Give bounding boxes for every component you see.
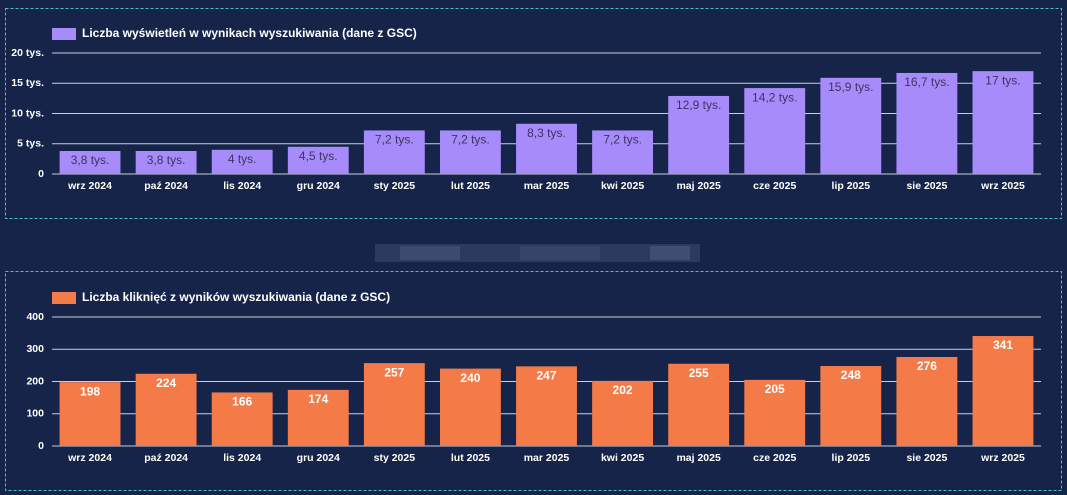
x-tick-label: cze 2025 <box>753 180 796 192</box>
blurred-element <box>375 244 700 262</box>
x-tick-label: wrz 2025 <box>980 180 1025 192</box>
data-label: 14,2 tys. <box>752 90 797 104</box>
bar <box>211 392 273 446</box>
bar <box>744 88 806 174</box>
bar <box>896 356 958 446</box>
legend-label: Liczba wyświetleń w wynikach wyszukiwani… <box>82 26 417 40</box>
y-tick-label: 0 <box>38 168 44 180</box>
data-label: 255 <box>689 366 709 380</box>
y-tick-label: 10 tys. <box>11 107 44 119</box>
data-label: 341 <box>993 338 1013 352</box>
y-tick-label: 0 <box>38 440 44 452</box>
x-tick-label: wrz 2024 <box>67 180 112 192</box>
data-label: 12,9 tys. <box>676 98 721 112</box>
data-label: 7,2 tys. <box>603 133 642 147</box>
bar <box>439 368 501 446</box>
y-tick-label: 15 tys. <box>11 77 44 89</box>
x-tick-label: sty 2025 <box>374 180 416 192</box>
x-tick-label: mar 2025 <box>524 180 570 192</box>
data-label: 8,3 tys. <box>527 126 566 140</box>
data-label: 15,9 tys. <box>828 80 873 94</box>
legend-label: Liczba kliknięć z wyników wyszukiwania (… <box>82 290 390 304</box>
bar <box>59 382 121 446</box>
x-tick-label: paź 2024 <box>144 452 188 464</box>
data-label: 16,7 tys. <box>904 75 949 89</box>
data-label: 202 <box>613 383 633 397</box>
x-tick-label: paź 2024 <box>144 180 188 192</box>
x-tick-label: lip 2025 <box>832 180 871 192</box>
x-tick-label: mar 2025 <box>524 452 570 464</box>
data-label: 247 <box>536 369 556 383</box>
data-label: 17 tys. <box>985 73 1020 87</box>
data-label: 240 <box>460 371 480 385</box>
x-tick-label: lis 2024 <box>223 452 261 464</box>
data-label: 3,8 tys. <box>147 153 186 167</box>
y-tick-label: 300 <box>26 343 44 355</box>
x-tick-label: gru 2024 <box>297 180 340 192</box>
x-tick-label: gru 2024 <box>297 452 340 464</box>
bar <box>668 95 730 174</box>
y-tick-label: 5 tys. <box>17 138 44 150</box>
bar <box>363 130 425 174</box>
bar <box>972 71 1034 174</box>
y-tick-label: 200 <box>26 375 44 387</box>
data-label: 205 <box>765 382 785 396</box>
x-tick-label: wrz 2025 <box>980 452 1025 464</box>
bar <box>896 72 958 174</box>
x-tick-label: wrz 2024 <box>67 452 112 464</box>
x-tick-label: maj 2025 <box>676 180 721 192</box>
bar <box>439 130 501 174</box>
data-label: 198 <box>80 384 100 398</box>
x-tick-label: kwi 2025 <box>601 452 644 464</box>
panel-border <box>5 8 1062 219</box>
legend-swatch <box>52 28 76 40</box>
bar <box>972 336 1034 446</box>
data-label: 166 <box>232 395 252 409</box>
y-tick-label: 400 <box>26 311 44 323</box>
data-label: 257 <box>384 365 404 379</box>
x-tick-label: lut 2025 <box>451 180 490 192</box>
data-label: 248 <box>841 368 861 382</box>
bar <box>592 130 654 174</box>
panel-border <box>5 271 1062 491</box>
bar <box>135 373 197 446</box>
x-tick-label: lip 2025 <box>832 452 871 464</box>
bar <box>287 389 349 446</box>
bar <box>744 379 806 446</box>
x-tick-label: lis 2024 <box>223 180 261 192</box>
bar <box>516 123 577 174</box>
y-tick-label: 20 tys. <box>11 47 44 59</box>
data-label: 7,2 tys. <box>375 133 414 147</box>
bar <box>668 363 730 446</box>
bar <box>516 366 577 446</box>
bar <box>211 149 273 174</box>
bar <box>135 151 197 174</box>
data-label: 7,2 tys. <box>451 133 490 147</box>
x-tick-label: maj 2025 <box>676 452 721 464</box>
x-tick-label: cze 2025 <box>753 452 796 464</box>
bar <box>820 366 882 446</box>
data-label: 4,5 tys. <box>299 149 338 163</box>
data-label: 4 tys. <box>228 152 257 166</box>
x-tick-label: lut 2025 <box>451 452 490 464</box>
bar <box>287 146 349 174</box>
bar <box>592 380 654 446</box>
data-label: 224 <box>156 376 176 390</box>
data-label: 3,8 tys. <box>71 153 110 167</box>
x-tick-label: sty 2025 <box>374 452 416 464</box>
bar <box>820 77 882 174</box>
legend-swatch <box>52 292 76 304</box>
x-tick-label: kwi 2025 <box>601 180 644 192</box>
data-label: 276 <box>917 359 937 373</box>
bar <box>363 363 425 446</box>
bar <box>59 151 121 174</box>
x-tick-label: sie 2025 <box>906 452 947 464</box>
y-tick-label: 100 <box>26 408 44 420</box>
x-tick-label: sie 2025 <box>906 180 947 192</box>
data-label: 174 <box>308 392 328 406</box>
